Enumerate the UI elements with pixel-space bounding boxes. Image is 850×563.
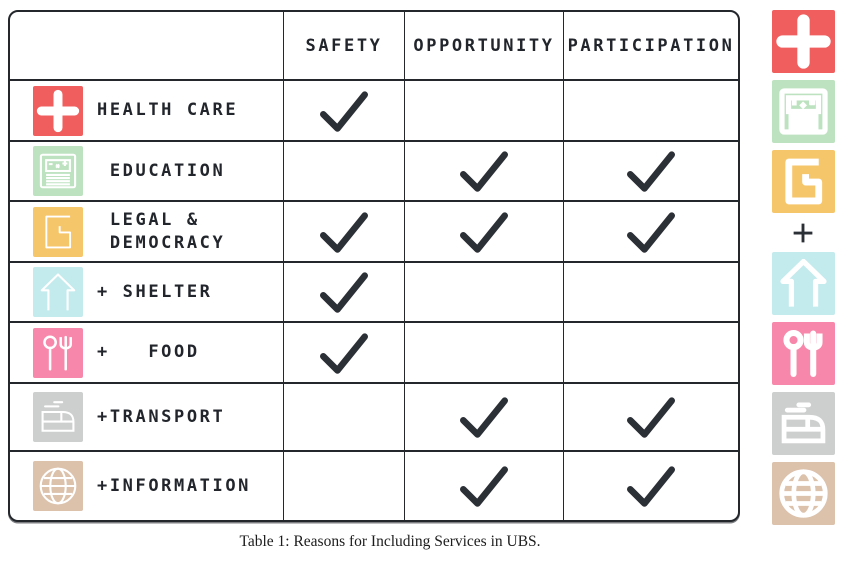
checkmark-icon (313, 87, 375, 135)
row-label-line: +INFORMATION (97, 475, 252, 496)
check-cell (283, 79, 404, 140)
check-cell (404, 450, 563, 520)
check-cell (563, 450, 738, 520)
legal-gavel-icon (33, 206, 83, 257)
food-cutlery-icon (771, 322, 835, 385)
check-cell (283, 321, 404, 382)
corner-cell (10, 12, 283, 79)
column-header-label: PARTICIPATION (567, 35, 735, 56)
row-label: +TRANSPORT (97, 406, 225, 429)
row-header-legal-gavel: LEGAL & DEMOCRACY (10, 200, 283, 261)
check-cell (563, 140, 738, 200)
empty-cell (563, 261, 738, 321)
transport-tram-icon (771, 392, 835, 455)
empty-cell (283, 450, 404, 520)
checkmark-icon (313, 329, 375, 377)
row-label-line: +TRANSPORT (97, 406, 226, 427)
information-globe-icon (33, 461, 83, 511)
row-header-information-globe: +INFORMATION (10, 450, 283, 520)
icon-sidebar (771, 10, 835, 525)
empty-cell (283, 140, 404, 200)
health-cross-icon (771, 10, 835, 73)
education-board-icon (771, 80, 835, 143)
checkmark-icon (313, 208, 375, 256)
row-header-shelter-house: + SHELTER (10, 261, 283, 321)
empty-cell (404, 261, 563, 321)
row-label: HEALTH CARE (97, 99, 238, 122)
health-cross-icon (33, 85, 83, 136)
shelter-house-icon (771, 252, 835, 315)
checkmark-icon (453, 208, 515, 256)
checkmark-icon (620, 208, 682, 256)
table-caption: Table 1: Reasons for Including Services … (239, 533, 541, 550)
checkmark-icon (453, 147, 515, 195)
check-cell (404, 200, 563, 261)
column-header-0: SAFETY (283, 12, 404, 79)
checkmark-icon (620, 147, 682, 195)
row-label: + SHELTER (97, 281, 213, 304)
plus-separator-icon (772, 220, 835, 245)
row-header-health-cross: HEALTH CARE (10, 79, 283, 140)
checkmark-icon (453, 393, 515, 441)
checkmark-icon (620, 462, 682, 510)
empty-cell (283, 382, 404, 450)
row-label-line: HEALTH CARE (97, 100, 239, 121)
information-globe-icon (771, 462, 835, 525)
transport-tram-icon (33, 392, 83, 442)
checkmark-icon (453, 462, 515, 510)
row-label-line: + SHELTER (97, 281, 213, 302)
row-label-line: LEGAL & (97, 209, 200, 230)
ubs-services-table: SAFETY OPPORTUNITY PARTICIPATION HEALTH … (8, 10, 740, 522)
row-label-line: DEMOCRACY (97, 232, 226, 253)
empty-cell (563, 79, 738, 140)
education-board-icon (33, 146, 83, 196)
column-header-label: SAFETY (305, 35, 383, 56)
row-label: + FOOD (97, 341, 200, 364)
checkmark-icon (313, 268, 375, 316)
check-cell (283, 200, 404, 261)
check-cell (563, 200, 738, 261)
row-label: EDUCATION (97, 160, 225, 183)
food-cutlery-icon (33, 327, 83, 378)
shelter-house-icon (33, 267, 83, 317)
row-header-education-board: EDUCATION (10, 140, 283, 200)
check-cell (404, 382, 563, 450)
row-label: +INFORMATION (97, 475, 251, 498)
row-header-food-cutlery: + FOOD (10, 321, 283, 382)
column-header-2: PARTICIPATION (563, 12, 738, 79)
check-cell (404, 140, 563, 200)
row-label-line: + FOOD (97, 342, 200, 363)
check-cell (283, 261, 404, 321)
column-header-label: OPPORTUNITY (413, 35, 555, 56)
column-header-1: OPPORTUNITY (404, 12, 563, 79)
legal-gavel-icon (771, 150, 835, 213)
empty-cell (404, 321, 563, 382)
checkmark-icon (620, 393, 682, 441)
row-header-transport-tram: +TRANSPORT (10, 382, 283, 450)
empty-cell (563, 321, 738, 382)
row-label-line: EDUCATION (97, 160, 226, 181)
row-label: LEGAL & DEMOCRACY (97, 209, 225, 255)
empty-cell (404, 79, 563, 140)
check-cell (563, 382, 738, 450)
